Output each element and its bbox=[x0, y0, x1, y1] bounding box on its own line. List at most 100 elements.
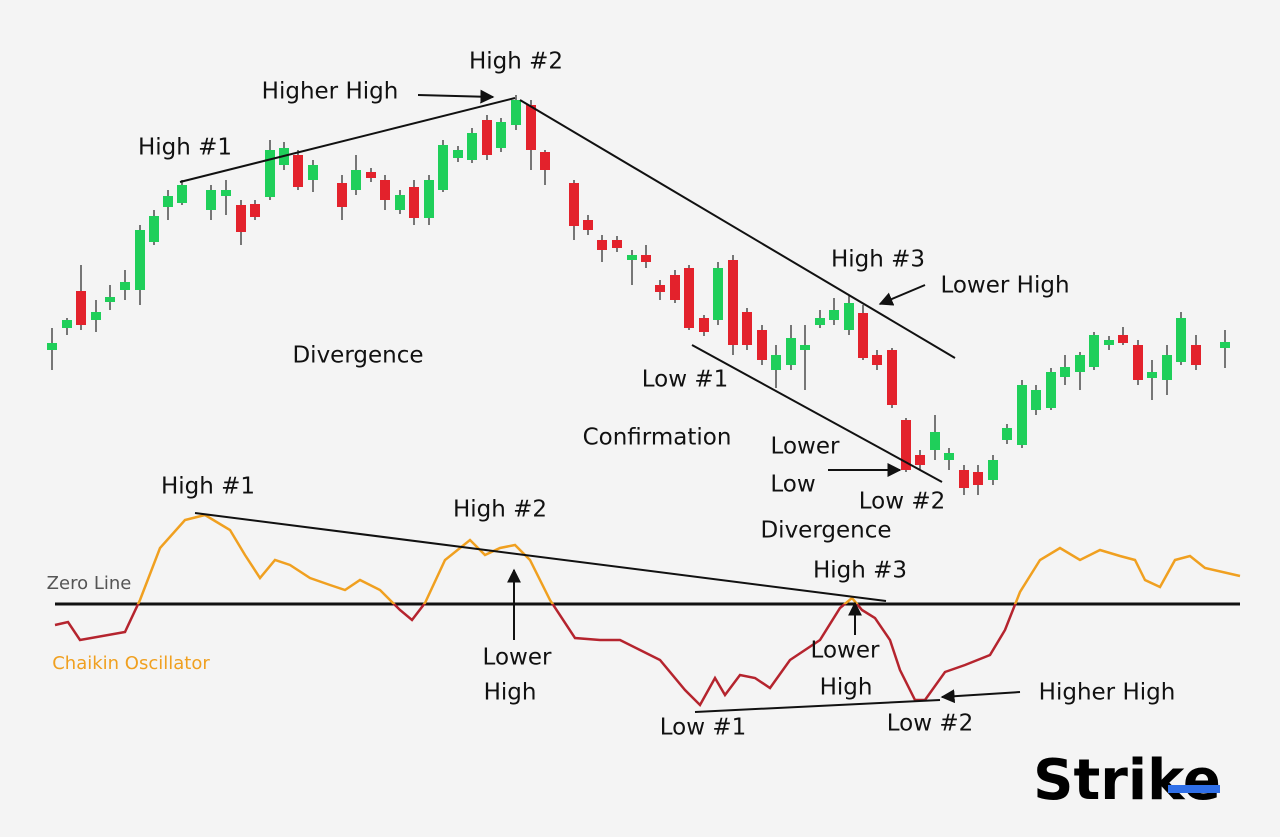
candle-body bbox=[597, 240, 607, 250]
label: High #2 bbox=[453, 497, 547, 523]
candle-body bbox=[988, 460, 998, 480]
candle-body bbox=[511, 100, 521, 125]
candle-body bbox=[1031, 390, 1041, 410]
candle-body bbox=[380, 180, 390, 200]
candle-body bbox=[91, 312, 101, 320]
candle-body bbox=[1118, 335, 1128, 343]
candle-body bbox=[699, 318, 709, 332]
label: High #1 bbox=[138, 135, 232, 161]
label: High bbox=[820, 675, 873, 701]
label: Chaikin Oscillator bbox=[52, 653, 210, 674]
label: Lower bbox=[811, 638, 880, 664]
candle-body bbox=[627, 255, 637, 260]
candle-body bbox=[221, 190, 231, 196]
label: Lower bbox=[483, 645, 552, 671]
candle-body bbox=[641, 255, 651, 262]
label: High #3 bbox=[813, 558, 907, 584]
label: Divergence bbox=[760, 518, 891, 544]
candle-body bbox=[1220, 342, 1230, 348]
candle-body bbox=[757, 330, 767, 360]
candle-body bbox=[1191, 345, 1201, 365]
candle-body bbox=[1089, 335, 1099, 367]
candle-body bbox=[1133, 345, 1143, 380]
candle-body bbox=[149, 216, 159, 242]
logo: Strike bbox=[1033, 748, 1221, 813]
candle-body bbox=[540, 152, 550, 170]
candle-body bbox=[177, 185, 187, 203]
logo-accent bbox=[1168, 785, 1220, 793]
candle-body bbox=[366, 172, 376, 178]
candle-body bbox=[351, 170, 361, 190]
trend-line bbox=[694, 699, 941, 713]
candle-body bbox=[973, 472, 983, 485]
candle-body bbox=[438, 145, 448, 190]
label: High #3 bbox=[831, 247, 925, 273]
candlesticks bbox=[47, 95, 1230, 495]
candle-body bbox=[76, 291, 86, 325]
candle-body bbox=[409, 187, 419, 218]
candle-body bbox=[800, 345, 810, 350]
label: Higher High bbox=[1039, 680, 1176, 706]
candle-body bbox=[583, 220, 593, 230]
candle-body bbox=[453, 150, 463, 158]
candle-body bbox=[844, 303, 854, 330]
candle-body bbox=[944, 453, 954, 460]
candle-body bbox=[1002, 428, 1012, 440]
candle-body bbox=[467, 133, 477, 160]
candle-body bbox=[120, 282, 130, 290]
candle-body bbox=[901, 420, 911, 470]
candle-body bbox=[569, 183, 579, 226]
label: High #2 bbox=[469, 49, 563, 75]
label: High bbox=[484, 680, 537, 706]
candle-body bbox=[655, 285, 665, 292]
candle-body bbox=[887, 350, 897, 405]
candle-body bbox=[959, 470, 969, 488]
candle-body bbox=[308, 165, 318, 180]
candle-body bbox=[930, 432, 940, 450]
label: Lower High bbox=[940, 273, 1069, 299]
candle-body bbox=[526, 105, 536, 150]
candle-body bbox=[771, 355, 781, 370]
label: Higher High bbox=[262, 79, 399, 105]
candle-body bbox=[684, 268, 694, 328]
candle-body bbox=[713, 268, 723, 320]
trend-line bbox=[179, 97, 516, 183]
candle-body bbox=[1060, 367, 1070, 377]
candle-body bbox=[337, 183, 347, 207]
candle-body bbox=[872, 355, 882, 365]
candle-body bbox=[742, 312, 752, 345]
label: Low #2 bbox=[887, 711, 974, 737]
candle-body bbox=[670, 275, 680, 300]
label: Low #2 bbox=[859, 489, 946, 515]
candle-body bbox=[47, 343, 57, 350]
candle-body bbox=[265, 150, 275, 197]
candle-body bbox=[1075, 355, 1085, 372]
candle-body bbox=[858, 313, 868, 358]
candle-body bbox=[612, 240, 622, 248]
trend-line bbox=[194, 512, 887, 602]
arrow bbox=[417, 89, 495, 104]
candle-body bbox=[236, 205, 246, 232]
trend-line bbox=[691, 344, 943, 483]
candle-body bbox=[293, 155, 303, 187]
label: Lower bbox=[771, 434, 840, 460]
candle-body bbox=[105, 297, 115, 302]
label: Low #1 bbox=[660, 715, 747, 741]
arrow bbox=[878, 284, 926, 306]
oscillator-line bbox=[54, 604, 1017, 708]
candle-body bbox=[1104, 340, 1114, 345]
candle-body bbox=[1147, 372, 1157, 378]
candle-body bbox=[1046, 372, 1056, 408]
label: Divergence bbox=[292, 343, 423, 369]
candle-body bbox=[829, 310, 839, 320]
candle-body bbox=[250, 204, 260, 217]
label: Low #1 bbox=[642, 367, 729, 393]
candle-body bbox=[135, 230, 145, 290]
candle-body bbox=[395, 195, 405, 210]
candle-body bbox=[163, 196, 173, 207]
candle-body bbox=[206, 190, 216, 210]
candle-body bbox=[62, 320, 72, 328]
trend-line bbox=[519, 99, 956, 359]
label: Confirmation bbox=[583, 425, 732, 451]
